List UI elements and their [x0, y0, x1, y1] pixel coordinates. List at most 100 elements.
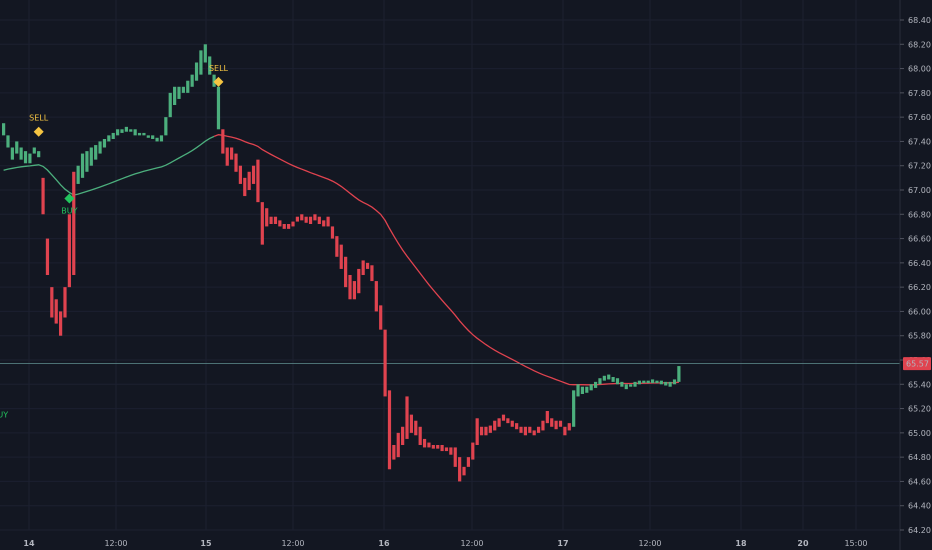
price-bar	[501, 414, 506, 421]
price-bar	[506, 418, 510, 424]
sell-signal-label: SELL	[29, 114, 49, 123]
price-bar	[322, 220, 326, 227]
price-bar	[111, 132, 115, 139]
price-bar	[107, 135, 111, 142]
price-bar	[444, 447, 449, 452]
price-axis[interactable]: 64.2064.4064.6064.8065.0065.2065.4065.60…	[900, 16, 931, 535]
price-bar	[273, 216, 278, 224]
moving-average-line	[213, 134, 679, 386]
price-bar	[234, 153, 238, 172]
y-tick-label: 65.40	[908, 380, 931, 389]
x-tick-label: 20	[797, 539, 809, 548]
price-bar	[120, 129, 124, 133]
price-bar	[304, 216, 308, 223]
price-bar	[221, 129, 225, 154]
price-bar	[431, 445, 435, 449]
price-bar	[585, 386, 589, 393]
price-bar	[615, 378, 620, 385]
price-bar	[642, 380, 646, 384]
price-bar	[598, 378, 602, 385]
price-bar	[80, 153, 85, 178]
price-bar	[168, 92, 172, 118]
price-bar	[637, 380, 642, 385]
price-bar	[278, 220, 282, 227]
price-bar	[190, 74, 194, 87]
price-bar	[370, 265, 374, 282]
chart-grid	[0, 0, 900, 531]
time-axis[interactable]: 14 12:00 15 12:00 16 12:00 17 12:00 18 20 15:00	[23, 539, 867, 548]
price-bar	[668, 381, 672, 387]
price-bar	[98, 141, 102, 154]
price-bar	[260, 202, 264, 245]
y-tick-label: 66.40	[908, 259, 931, 268]
price-bar	[251, 165, 256, 184]
price-bar	[216, 86, 221, 130]
x-tick-label: 14	[23, 539, 35, 548]
price-bar	[558, 420, 563, 427]
price-bar	[348, 275, 352, 300]
price-bar	[238, 165, 242, 184]
price-bar	[629, 384, 633, 387]
price-bar	[41, 177, 45, 215]
sell-signal-label: SELL	[209, 64, 229, 73]
price-bar	[541, 420, 545, 431]
y-tick-label: 66.60	[908, 235, 931, 244]
price-bar	[339, 244, 343, 269]
price-bar	[633, 381, 637, 387]
price-bar	[589, 384, 593, 391]
y-tick-label: 64.40	[908, 502, 931, 511]
price-bar	[173, 86, 177, 105]
price-bar	[532, 430, 536, 436]
y-tick-label: 68.00	[908, 65, 931, 74]
price-bar	[466, 457, 471, 467]
price-bar	[300, 214, 304, 221]
price-bar	[659, 380, 663, 385]
moving-average	[3, 134, 679, 386]
price-bar	[335, 236, 339, 257]
price-bar	[116, 129, 120, 136]
price-bar	[536, 426, 541, 433]
price-bar	[374, 281, 378, 312]
price-bar	[414, 420, 418, 436]
x-tick-label: 15:00	[844, 539, 867, 548]
price-bar	[330, 226, 335, 239]
x-tick-label: 15	[200, 539, 212, 548]
price-bar	[102, 139, 107, 148]
price-bar	[19, 147, 23, 160]
price-bar	[550, 418, 554, 427]
price-bar	[194, 62, 199, 81]
price-bar	[142, 132, 146, 136]
price-bar	[291, 221, 295, 227]
price-bar	[401, 426, 405, 445]
price-bar	[567, 423, 571, 431]
price-bar	[479, 426, 484, 436]
y-tick-label: 68.20	[908, 40, 931, 49]
y-tick-label: 65.00	[908, 429, 931, 438]
price-bar	[365, 262, 370, 269]
price-bar	[317, 216, 321, 224]
y-tick-label: 64.60	[908, 477, 931, 486]
price-bar	[308, 216, 313, 224]
price-bar	[287, 224, 291, 229]
price-bar	[352, 281, 356, 300]
price-bar	[63, 287, 67, 318]
price-bar	[379, 305, 383, 330]
price-bar	[159, 135, 164, 142]
price-bar	[32, 147, 36, 154]
price-bar	[45, 238, 50, 275]
price-bar	[392, 445, 396, 460]
price-bar	[28, 153, 32, 164]
price-bar	[295, 216, 299, 222]
price-bar	[54, 299, 58, 324]
price-bar	[129, 129, 133, 132]
price-bar	[422, 438, 427, 448]
price-bar	[409, 414, 414, 433]
price-bar	[208, 56, 212, 75]
price-bar	[458, 457, 462, 482]
price-bar	[155, 137, 159, 142]
y-tick-label: 64.20	[908, 526, 931, 535]
price-bar	[23, 151, 28, 164]
price-bar	[137, 132, 142, 136]
price-bar	[418, 426, 422, 445]
